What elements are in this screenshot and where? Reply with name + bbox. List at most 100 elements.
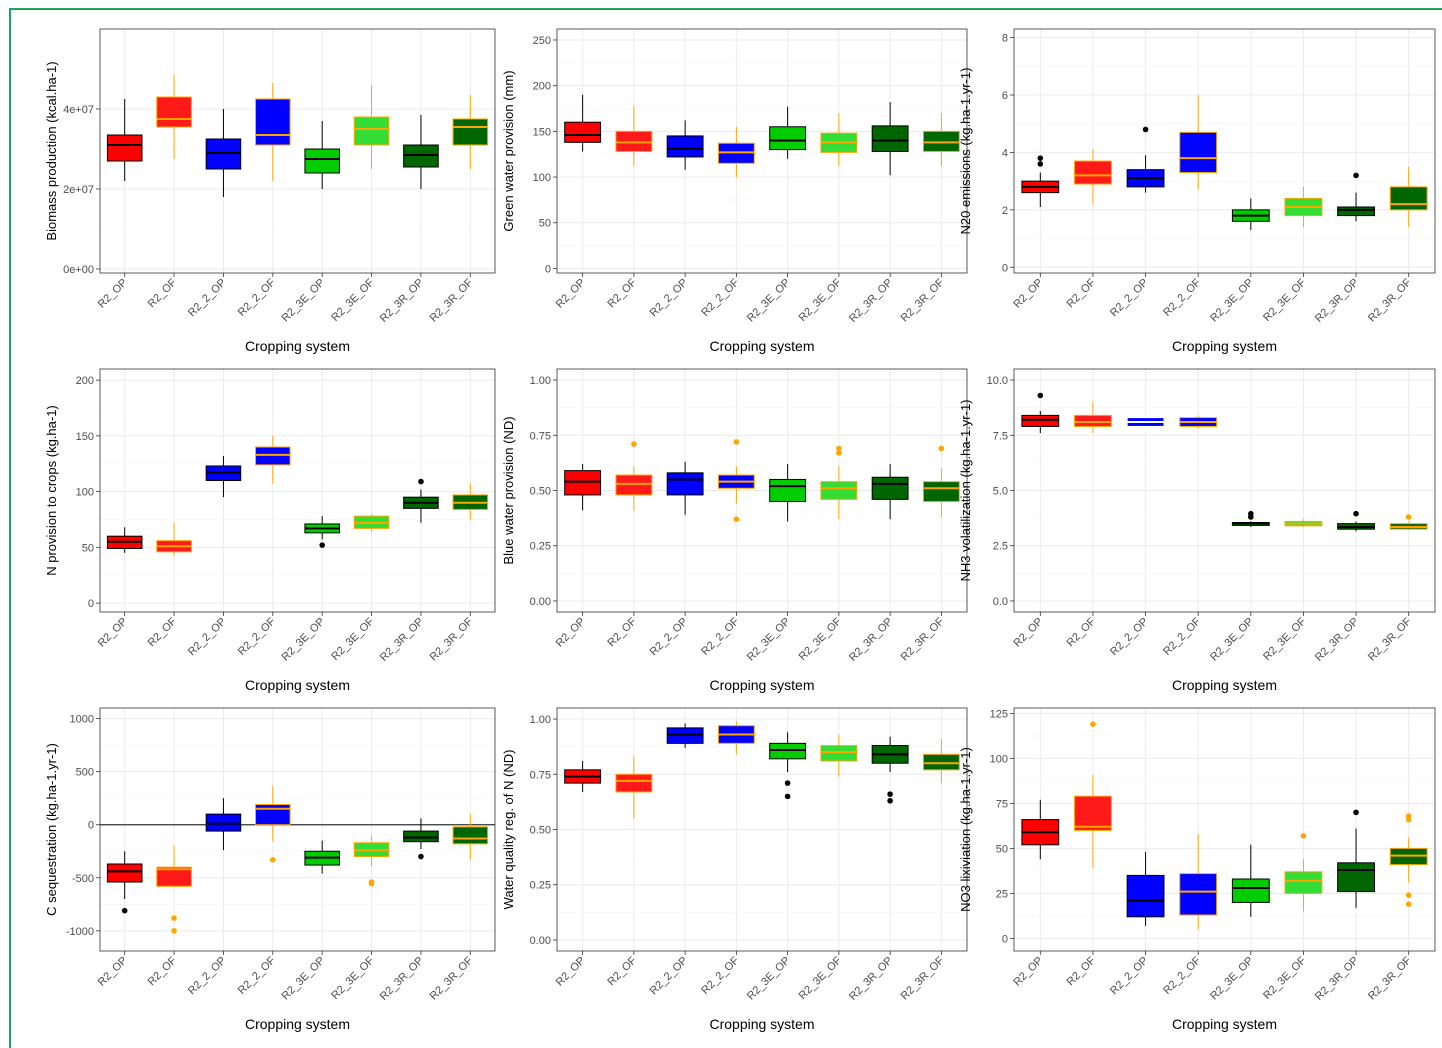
outlier-point [836, 450, 842, 456]
boxplot-R2_2_OP [205, 798, 242, 851]
boxplot-R2_3E_OP [304, 840, 340, 874]
outlier-point [1353, 809, 1359, 816]
x-tick-label: R2_3E_OF [1261, 615, 1309, 663]
boxplot-R2_3E_OF [353, 835, 390, 887]
boxplot-R2_3E_OF [1284, 833, 1323, 912]
x-tick-label: R2_2_OP [648, 955, 691, 998]
outlier-point [1142, 126, 1149, 133]
boxplot-R2_3E_OP [1231, 198, 1270, 230]
x-tick-label: R2_OF [146, 276, 180, 310]
boxplot-R2_3E_OF [1284, 519, 1323, 527]
x-axis-title: Cropping system [1172, 677, 1277, 693]
box-iqr [615, 474, 653, 496]
x-tick-label: R2_3R_OF [899, 615, 947, 663]
y-tick-label: 7.5 [993, 430, 1008, 442]
box-iqr [1179, 131, 1218, 174]
boxplot-R2_3R_OF [1389, 514, 1428, 531]
boxplot-R2_3R_OP [871, 102, 909, 176]
box-iqr [205, 813, 242, 832]
boxplot-R2_3R_OF [1389, 166, 1428, 228]
outlier-point [270, 856, 276, 863]
boxplot-R2_2_OP [1126, 126, 1165, 193]
box-iqr [452, 826, 489, 845]
y-tick-label: 50 [539, 218, 551, 230]
boxplot-R2_3R_OP [1337, 510, 1375, 532]
y-axis-title: Green water provision (mm) [501, 70, 516, 231]
boxplot-R2_3R_OP [403, 478, 439, 523]
x-tick-label: R2_OF [605, 954, 639, 988]
y-tick-label: 200 [76, 375, 94, 387]
y-tick-label: 2.5 [993, 541, 1008, 553]
boxplot-R2_3E_OP [1231, 844, 1270, 917]
x-tick-label: R2_2_OF [1161, 276, 1203, 318]
boxplot-R2_OF [1074, 402, 1112, 434]
outlier-point [368, 880, 375, 887]
x-tick-label: R2_3E_OP [745, 616, 793, 664]
x-tick-label: R2_2_OP [1108, 616, 1151, 659]
x-tick-label: R2_3E_OP [279, 616, 327, 664]
boxplot-R2_3R_OF [1389, 813, 1428, 907]
x-tick-label: R2_OP [96, 616, 130, 650]
x-tick-label: R2_3E_OF [1261, 954, 1309, 1002]
boxplot-R2_2_OF [255, 785, 291, 863]
outlier-point [121, 907, 128, 914]
y-tick-label: 0 [1002, 262, 1008, 274]
y-axis-title: Biomass production (kcal.ha-1) [44, 61, 59, 240]
boxplot-R2_3R_OF [922, 445, 960, 518]
x-tick-label: R2_3R_OP [1313, 616, 1361, 664]
outlier-point [887, 791, 893, 797]
plot-background [100, 369, 495, 612]
y-tick-label: 0e+00 [63, 264, 94, 276]
x-tick-label: R2_2_OP [648, 616, 691, 659]
y-axis-title: N20 emissions (kg.ha-1.yr-1) [958, 68, 973, 235]
y-tick-label: 75 [996, 798, 1008, 810]
boxplot-R2_OP [564, 94, 602, 152]
x-tick-label: R2_3R_OF [1366, 615, 1414, 663]
boxplot-R2_3R_OF [922, 738, 960, 784]
boxplot-R2_2_OF [255, 83, 291, 181]
boxplot-R2_3R_OP [1337, 172, 1375, 222]
boxplot-R2_3R_OP [1337, 809, 1375, 908]
boxplot-R2_OF [156, 75, 192, 159]
x-tick-label: R2_3R_OF [899, 954, 947, 1002]
x-tick-label: R2_3R_OF [428, 615, 476, 663]
x-tick-label: R2_3R_OP [847, 616, 895, 664]
y-tick-label: 2 [1002, 205, 1008, 217]
x-axis-title: Cropping system [1172, 338, 1277, 354]
boxplot-R2_3E_OP [769, 732, 807, 800]
x-tick-label: R2_3E_OF [797, 954, 845, 1002]
boxplot-R2_3R_OP [403, 115, 439, 189]
x-tick-label: R2_3E_OP [279, 955, 327, 1003]
plot-border [556, 28, 968, 274]
boxplot-R2_3E_OF [353, 513, 390, 532]
x-axis-title: Cropping system [245, 677, 350, 693]
y-tick-label: 100 [533, 172, 551, 184]
x-tick-label: R2_2_OP [648, 277, 691, 320]
outlier-point [1248, 510, 1254, 517]
y-tick-label: 150 [533, 126, 551, 138]
y-axis-title: Water quality reg. of N (ND) [501, 750, 516, 910]
x-tick-label: R2_OP [1011, 955, 1045, 989]
box-iqr [820, 481, 858, 500]
y-axis-title: Blue water provision (ND) [501, 416, 516, 564]
plot-background [100, 708, 495, 951]
x-tick-label: R2_3R_OP [1313, 955, 1361, 1003]
boxplot-R2_2_OP [666, 461, 704, 515]
y-tick-label: 10.0 [987, 375, 1008, 387]
boxplot-R2_OF [1074, 721, 1112, 869]
boxplot-R2_3R_OF [452, 95, 489, 169]
y-tick-label: 150 [76, 431, 94, 443]
x-tick-label: R2_3E_OF [797, 615, 845, 663]
boxplot-R2_2_OP [666, 120, 704, 170]
outlier-point [1037, 155, 1044, 161]
x-tick-label: R2_3E_OF [329, 954, 377, 1002]
y-tick-label: 125 [990, 708, 1008, 720]
box-iqr [255, 98, 291, 146]
x-tick-label: R2_3R_OP [378, 955, 426, 1003]
outlier-point [418, 853, 424, 860]
box-iqr [304, 148, 340, 174]
boxplot-R2_2_OP [666, 723, 704, 748]
boxplot-R2_3R_OP [403, 818, 439, 860]
boxplot-R2_3E_OF [820, 734, 858, 777]
box-iqr [871, 476, 909, 500]
